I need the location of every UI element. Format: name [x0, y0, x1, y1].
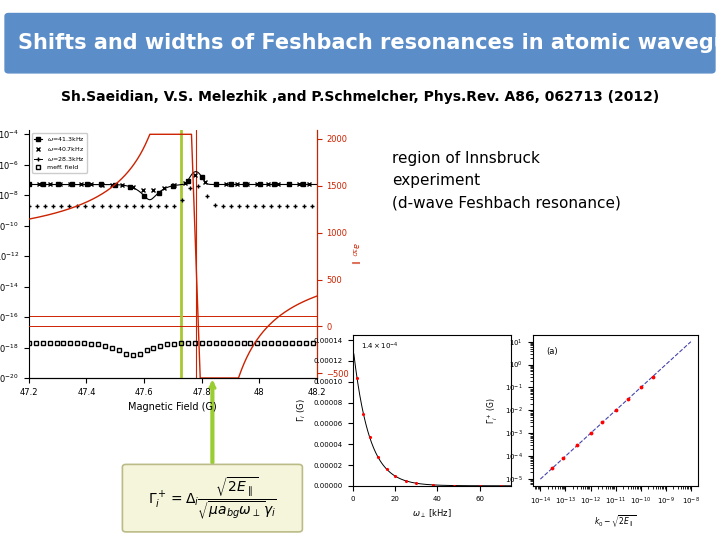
Text: region of Innsbruck
experiment
(d-wave Feshbach resonance): region of Innsbruck experiment (d-wave F…	[392, 151, 621, 211]
X-axis label: $\omega_{\perp}$ [kHz]: $\omega_{\perp}$ [kHz]	[412, 507, 452, 520]
Y-axis label: $\Gamma_i^+$ (G): $\Gamma_i^+$ (G)	[485, 397, 500, 424]
Text: (a): (a)	[546, 347, 558, 356]
Y-axis label: $a_{3D}$ $\parallel$: $a_{3D}$ $\parallel$	[348, 242, 361, 265]
Text: Shifts and widths of Feshbach resonances in atomic waveguides: Shifts and widths of Feshbach resonances…	[18, 33, 720, 53]
X-axis label: $k_0 - \sqrt{2E_{\parallel}}$: $k_0 - \sqrt{2E_{\parallel}}$	[595, 512, 636, 529]
Y-axis label: $\Gamma_i$ (G): $\Gamma_i$ (G)	[296, 399, 308, 422]
Legend: $\omega$=41.3kHz, $\omega$=40.7kHz, $\omega$=28.3kHz, meff. field: $\omega$=41.3kHz, $\omega$=40.7kHz, $\om…	[32, 133, 87, 173]
Text: $\omega_{\perp} \neq 0$: $\omega_{\perp} \neq 0$	[35, 144, 70, 158]
X-axis label: Magnetic Field (G): Magnetic Field (G)	[128, 402, 217, 412]
Text: $1.4 \times 10^{-4}$: $1.4 \times 10^{-4}$	[361, 341, 398, 352]
FancyBboxPatch shape	[5, 14, 715, 73]
Text: $\Gamma_i^+ = \Delta_i \dfrac{\sqrt{2E_{\parallel}}}{\sqrt{\mu a_{bg}\omega_{\pe: $\Gamma_i^+ = \Delta_i \dfrac{\sqrt{2E_{…	[148, 476, 276, 521]
FancyBboxPatch shape	[122, 464, 302, 532]
Text: Sh.Saeidian, V.S. Melezhik ,and P.Schmelcher, Phys.Rev. A86, 062713 (2012): Sh.Saeidian, V.S. Melezhik ,and P.Schmel…	[61, 90, 659, 104]
